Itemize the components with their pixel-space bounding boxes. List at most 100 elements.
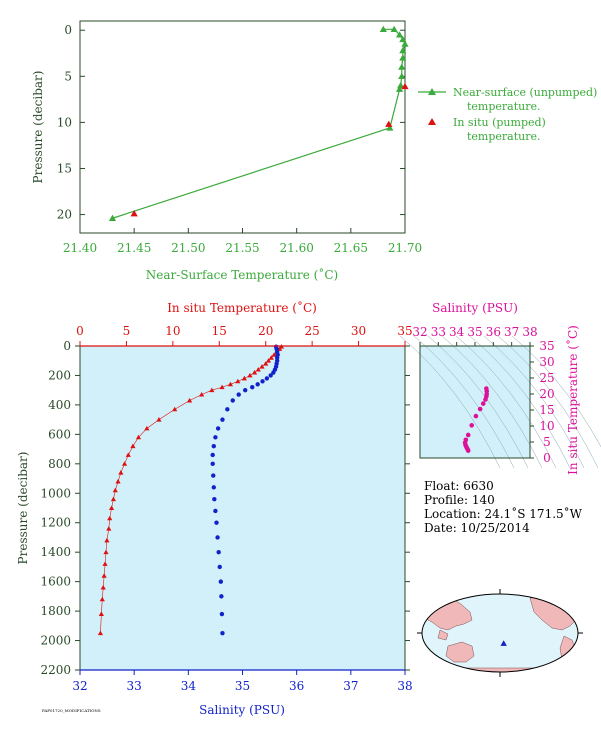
salinity-point [213, 508, 218, 514]
temperature-point [263, 361, 269, 366]
temperature-tick-label: 15 [212, 324, 227, 338]
salinity-point [217, 564, 222, 570]
pumped-point [401, 82, 409, 90]
density-contour [413, 335, 515, 469]
ts-y-tick-label: 20 [539, 387, 554, 401]
unpumped-point [398, 63, 406, 70]
temperature-point [110, 496, 117, 502]
salinity-point [219, 611, 225, 617]
density-contour [455, 335, 557, 469]
temperature-point [104, 537, 110, 543]
salinity-point [215, 426, 221, 431]
temperature-axis-ticks: 0 5 10 15 20 25 30 35 [76, 324, 413, 346]
pressure-tick-label: 1800 [40, 604, 71, 618]
salinity-point [215, 535, 220, 540]
top-x-tick-label: 21.55 [225, 241, 259, 255]
unpumped-point [386, 124, 394, 131]
unpumped-point [390, 25, 398, 32]
pressure-tick-label: 200 [48, 368, 71, 382]
temperature-point [106, 526, 112, 531]
temperature-point [144, 425, 150, 431]
density-contour [469, 335, 571, 469]
temperature-tick-label: 30 [351, 324, 366, 338]
top-x-tick-label: 21.60 [279, 241, 313, 255]
ts-y-tick-label: 5 [543, 435, 551, 449]
temperature-point [156, 417, 162, 422]
profile-chart: 0 5 10 15 20 25 30 35 32 33 34 35 36 37 38 0 200 400 600… [16, 300, 413, 717]
temperature-point [255, 366, 261, 372]
salinity-point [213, 435, 218, 440]
temperature-tick-label: 0 [76, 324, 84, 338]
temperature-point [135, 434, 142, 440]
temperature-tick-label: 25 [305, 324, 320, 338]
salinity-tick-label: 37 [343, 679, 358, 693]
salinity-point [211, 485, 216, 490]
legend-label-unpumped-2: temperature. [467, 100, 541, 113]
pressure-tick-label: 1000 [40, 486, 71, 500]
pumped-point [130, 210, 138, 217]
ts-x-tick-label: 33 [431, 325, 446, 339]
legend-marker-pumped [428, 118, 436, 125]
salinity-point [220, 630, 225, 636]
unpumped-point [397, 81, 405, 89]
ts-density-contours [399, 335, 601, 469]
top-x-tick-label: 21.70 [388, 241, 422, 255]
ts-point [483, 397, 488, 402]
salinity-point [236, 392, 241, 397]
pressure-tick-label: 600 [48, 427, 71, 441]
temperature-point [241, 375, 247, 381]
salinity-point [211, 443, 216, 449]
unpumped-point [398, 72, 406, 80]
salinity-point [214, 520, 219, 525]
top-legend: Near-surface (unpumped) temperature. In … [418, 86, 597, 143]
top-plot-frame [79, 20, 406, 234]
top-y-tick-label: 20 [57, 208, 72, 222]
top-y-axis-label: Pressure (decibar) [31, 71, 45, 184]
unpumped-point [395, 31, 404, 38]
pressure-tick-label: 400 [48, 398, 71, 412]
temperature-point [101, 573, 107, 578]
salinity-point [230, 398, 235, 403]
temperature-point [121, 461, 128, 466]
density-contour [399, 335, 501, 469]
unpumped-point [399, 35, 407, 43]
ts-x-tick-label: 32 [412, 325, 427, 339]
density-contour [427, 335, 529, 469]
salinity-tick-label: 35 [235, 679, 250, 693]
ts-point [480, 401, 486, 406]
ts-x-tick-label: 36 [486, 325, 501, 339]
salinity-point [219, 594, 224, 599]
ts-y-tick-label: 35 [539, 339, 554, 353]
ts-point [473, 413, 479, 419]
salinity-point [211, 473, 216, 478]
salinity-point [268, 373, 273, 378]
near-surface-chart: 21.40 21.45 21.50 21.55 21.60 21.65 21.70 0 5 10… [31, 20, 597, 282]
salinity-axis-label: Salinity (PSU) [199, 703, 285, 717]
temperature-point [107, 515, 113, 521]
float-id: Float: 6630 [424, 479, 494, 493]
salinity-tick-label: 32 [72, 679, 87, 693]
pressure-tick-label: 2000 [40, 634, 71, 648]
unpumped-point [395, 85, 404, 92]
ts-point [477, 406, 483, 412]
footer-code: PAP01720_MODIFICATIONS [42, 708, 101, 713]
ts-salinity-ticks: 32 33 34 35 36 37 38 [412, 325, 538, 346]
ts-salinity-label: Salinity (PSU) [432, 301, 518, 315]
pumped-point [385, 120, 393, 127]
temperature-point [259, 364, 265, 369]
salinity-tick-label: 38 [397, 679, 412, 693]
salinity-tick-label: 33 [127, 679, 142, 693]
temperature-point [130, 443, 136, 449]
temperature-point [103, 549, 109, 555]
temperature-point [98, 611, 104, 616]
ts-point [469, 423, 475, 428]
salinity-point [250, 385, 255, 390]
float-info: Float: 6630 Profile: 140 Location: 24.1˚… [424, 479, 583, 535]
ts-point [465, 448, 471, 453]
pressure-tick-label: 800 [48, 457, 71, 471]
temperature-tick-label: 35 [397, 324, 412, 338]
temperature-point [199, 392, 205, 397]
profile-series [97, 344, 285, 636]
